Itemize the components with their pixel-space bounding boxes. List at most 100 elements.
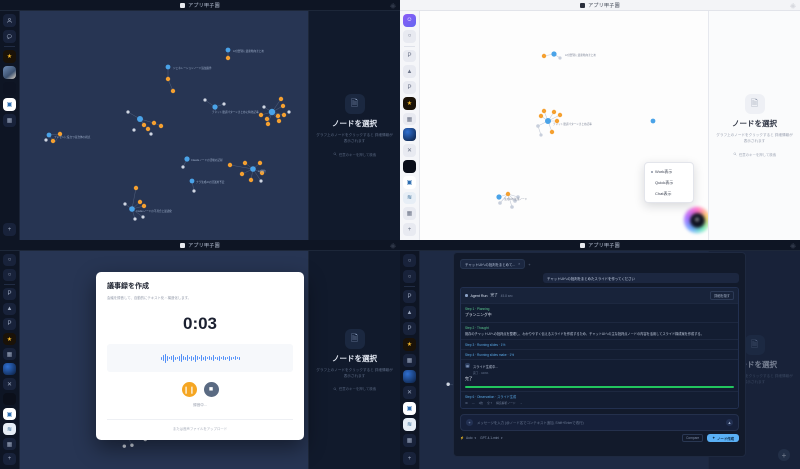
sidebar-item-chat[interactable]: ○ — [3, 269, 16, 281]
chat-input-bar[interactable]: + メッセージを入力 (@ノード名でコンテキスト追加, Shift+Enterで… — [460, 414, 739, 431]
sidebar-item-ws-x[interactable]: ✕ — [403, 386, 416, 399]
sidebar-item-ws-star[interactable]: ★ — [403, 338, 416, 351]
sidebar-item-ws-grid[interactable]: ▦ — [403, 112, 416, 126]
node-label: ジェネレーションノード追加案件 — [173, 66, 212, 70]
sidebar-item-ws-p2[interactable]: P — [403, 322, 416, 335]
add-node-button[interactable]: + — [778, 449, 790, 461]
sidebar-item-chat[interactable] — [3, 30, 16, 43]
gear-icon[interactable] — [390, 243, 396, 249]
sidebar-item-chat[interactable]: ○ — [403, 29, 416, 43]
sidebar-item-ws-teal[interactable]: ≋ — [403, 418, 416, 431]
sidebar-item-ws-laptop[interactable]: ▣ — [403, 175, 416, 189]
sidebar-add-button[interactable]: + — [403, 223, 416, 236]
inspector-hint-label: 任意のキーを押して検索 — [738, 152, 777, 157]
sidebar-item-ws-blue[interactable] — [3, 363, 16, 375]
stop-recording-button[interactable]: ■ — [203, 382, 219, 397]
agent-run-status: 完了 — [490, 293, 498, 297]
sidebar-item-ws-blue[interactable] — [403, 128, 416, 142]
inspector-hint-label: 任意のキーを押して検索 — [338, 152, 377, 157]
model-selector[interactable]: GPT-4.1-mini ▾ — [480, 436, 502, 440]
pause-recording-button[interactable]: ❙❙ — [181, 382, 197, 397]
sidebar-rail-dark[interactable]: ○ ○ P ▲ P ★ ▦ ✕ ▣ ≋ ▦ + — [0, 251, 20, 469]
upload-audio-link[interactable]: または音声ファイルをアップロード — [107, 419, 293, 431]
sidebar-item-ws-teal[interactable]: ≋ — [403, 191, 416, 205]
context-menu-item-work[interactable]: Work表示 — [645, 166, 693, 177]
agent-step-label: Step 3 · Running slides · 1% — [465, 342, 506, 347]
inspector-subtitle: グラフ上のノードをクリックすると 詳細情報が表示されます — [716, 133, 793, 143]
sidebar-add-button[interactable]: + — [3, 223, 16, 236]
sidebar-item-workspace-photo[interactable] — [3, 66, 16, 79]
sidebar-item-ws-grid[interactable]: ▦ — [403, 354, 416, 367]
gear-icon[interactable] — [790, 243, 796, 249]
sidebar-item-ws-dark[interactable] — [403, 160, 416, 173]
sidebar-item-ws-a[interactable]: ▲ — [3, 303, 16, 315]
sidebar-item-ws-dark[interactable] — [3, 393, 16, 405]
sidebar-item-profile[interactable] — [3, 14, 16, 27]
chat-tab-add-button[interactable]: + — [528, 261, 531, 267]
sidebar-item-workspace-active[interactable]: ▣ — [3, 98, 16, 111]
context-menu-item-chat[interactable]: Chat表示 — [645, 188, 693, 199]
context-menu[interactable]: Work表示 Quick表示 Chat表示 — [644, 162, 694, 203]
sidebar-rail-light[interactable]: ☺ ○ P ▲ P ★ ▦ ✕ ▣ ≋ ▦ + — [400, 11, 420, 240]
user-message: チャットUIへの批判をまとめたスライドを作ってください — [543, 273, 739, 283]
chat-input[interactable]: メッセージを入力 (@ノード名でコンテキスト追加, Shift+Enterで改行… — [477, 421, 584, 425]
sidebar-add-button[interactable]: + — [3, 453, 16, 465]
recording-modal: 議事録を作成 会議を録音して、自動的にテキスト化・構造化します。 0:03 ❙❙… — [96, 272, 304, 440]
chat-tab-row[interactable]: チャットUIへの批判をまとめて... × + — [460, 259, 739, 269]
chat-tab[interactable]: チャットUIへの批判をまとめて... × — [460, 259, 526, 269]
sidebar-item-chat[interactable]: ○ — [403, 270, 416, 283]
sidebar-item-workspace-star[interactable]: ★ — [3, 50, 16, 63]
sidebar-item-ws-laptop[interactable]: ▣ — [403, 402, 416, 415]
sidebar-item-profile[interactable]: ☺ — [403, 14, 416, 27]
sidebar-item-ws-laptop[interactable]: ▣ — [3, 408, 16, 420]
graph-svg-dark[interactable]: AI分野別に最新動向まとめ ジェネレーションノード追加案件 チャット酷評パターン… — [20, 11, 400, 240]
sidebar-item-ws-p2[interactable]: P — [403, 81, 416, 94]
gear-icon[interactable] — [390, 3, 396, 9]
sidebar-item-ws-blue[interactable] — [403, 370, 416, 383]
compare-button[interactable]: Compare — [682, 434, 704, 442]
sidebar-item-ws-grid2[interactable]: ▦ — [3, 438, 16, 450]
sidebar-rail-dark[interactable]: ○ ○ P ▲ P ★ ▦ ✕ ▣ ≋ ▦ + — [400, 251, 420, 469]
graph-svg-light[interactable]: AI分野別に最新動向まとめ チャット酷評パターンまとめ記事 生成AIの拡張ノード — [420, 11, 800, 240]
sidebar-item-ws-p[interactable]: P — [403, 49, 416, 63]
attach-button[interactable]: + — [466, 419, 473, 426]
context-menu-item-quick[interactable]: Quick表示 — [645, 177, 693, 188]
sidebar-item-ws-x[interactable]: ✕ — [403, 144, 416, 158]
send-button[interactable]: ▲ — [726, 419, 733, 426]
create-node-button[interactable]: ✦ ノード作成 — [707, 434, 739, 442]
sidebar-item-ws-p[interactable]: P — [403, 290, 416, 303]
slide-progress-bar — [465, 385, 734, 388]
sidebar-item-ws-grid[interactable]: ▦ — [3, 348, 16, 360]
inspector-panel-light: 🗎 ノードを選択 グラフ上のノードをクリックすると 詳細情報が表示されます 任意… — [708, 11, 800, 240]
toggle-details-button[interactable]: 詳細を隠す — [710, 291, 734, 300]
modal-subtitle: 会議を録音して、自動的にテキスト化・構造化します。 — [107, 296, 192, 300]
chat-tool-row[interactable]: ⚡ Auto ▾ GPT-4.1-mini ▾ Compare ✦ ノード作成 — [460, 434, 739, 442]
sidebar-item-profile[interactable]: ○ — [3, 254, 16, 266]
mode-selector[interactable]: ⚡ Auto ▾ — [460, 436, 476, 440]
sidebar-item-ws-teal[interactable]: ≋ — [3, 423, 16, 435]
sidebar-rail-dark[interactable]: ★ ▣ ▦ + — [0, 11, 20, 240]
slide-meta: 完了 · 100% — [473, 371, 489, 376]
sidebar-item-ws-x[interactable]: ✕ — [3, 378, 16, 390]
close-icon[interactable]: × — [518, 262, 521, 266]
sidebar-item-ws-a[interactable]: ▲ — [403, 306, 416, 319]
recording-controls[interactable]: ❙❙ ■ — [107, 382, 293, 397]
ai-assistant-fab[interactable]: ✦ — [684, 207, 710, 233]
sidebar-item-profile[interactable]: ○ — [403, 254, 416, 267]
sidebar-item-workspace-grid[interactable]: ▦ — [3, 114, 16, 127]
sidebar-item-workspace-sketch[interactable] — [3, 82, 16, 95]
obs-cell: 1枚 — [478, 401, 483, 406]
waveform — [160, 353, 240, 363]
sidebar-item-ws-a[interactable]: ▲ — [403, 65, 416, 79]
sidebar-item-ws-p[interactable]: P — [3, 288, 16, 300]
sidebar-item-ws-grid2[interactable]: ▦ — [403, 434, 416, 447]
agent-step-label: Step 2 · Thought — [465, 325, 489, 330]
status-dot-icon — [465, 294, 468, 297]
inspector-title: ノードを選択 — [332, 119, 377, 129]
sidebar-item-ws-grid2[interactable]: ▦ — [403, 207, 416, 221]
sidebar-item-ws-star[interactable]: ★ — [3, 333, 16, 345]
sidebar-item-ws-p2[interactable]: P — [3, 318, 16, 330]
gear-icon[interactable] — [790, 3, 796, 9]
sidebar-add-button[interactable]: + — [403, 452, 416, 465]
sidebar-item-ws-star[interactable]: ★ — [403, 96, 416, 110]
